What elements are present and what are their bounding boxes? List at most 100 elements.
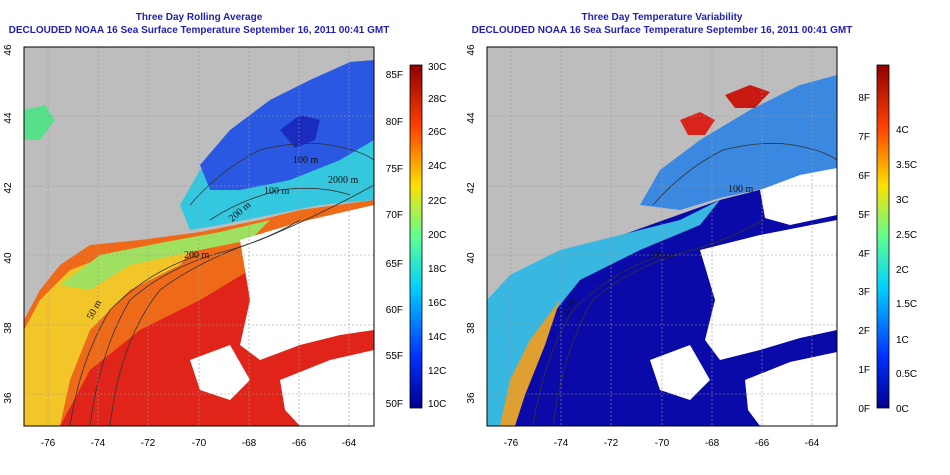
right-lat-40: 40 (466, 252, 477, 264)
right-lon-74: -74 (554, 438, 569, 449)
right-shelf-warm (500, 300, 560, 426)
left-contour-100m (189, 142, 374, 206)
left-contour-50m (69, 254, 201, 426)
right-cb-c-3: 3C (896, 195, 909, 206)
right-colorbar-gradient (876, 64, 890, 409)
left-cloud-gap-3 (280, 350, 374, 426)
left-cb-f-50: 50F (386, 399, 403, 410)
left-frame (23, 46, 375, 427)
left-cb-f-70: 70F (386, 210, 403, 221)
right-lat-44: 44 (466, 112, 477, 124)
left-title: Three Day Rolling Average (136, 12, 263, 23)
left-cb-c-28: 28C (428, 94, 446, 105)
right-cb-c-25: 2.5C (896, 230, 917, 241)
right-cloud-gap-4 (760, 168, 837, 225)
left-lon-64: -64 (342, 438, 357, 449)
left-cloud-gap-2 (190, 345, 250, 400)
right-cb-f-5: 5F (858, 210, 870, 221)
left-colorbar-gradient (409, 64, 423, 409)
left-lat-42: 42 (3, 182, 14, 194)
right-cb-c-0: 0C (896, 404, 909, 415)
left-contour-label-100m-b: 100 m (264, 186, 290, 197)
left-cb-c-24: 24C (428, 161, 446, 172)
right-lon-66: -66 (755, 438, 770, 449)
right-cb-c-15: 1.5C (896, 299, 917, 310)
right-cb-c-4: 4C (896, 125, 909, 136)
right-contour-label-100m: 100 m (728, 184, 754, 195)
right-title: Three Day Temperature Variability (582, 12, 743, 23)
right-cb-f-0: 0F (858, 404, 870, 415)
left-cb-c-18: 18C (428, 264, 446, 275)
left-ocean-yellow (24, 240, 200, 426)
right-lat-46: 46 (466, 44, 477, 56)
right-contour-50m (532, 254, 664, 426)
right-cb-c-35: 3.5C (896, 160, 917, 171)
right-contour-100m (652, 142, 837, 206)
left-contour-label-100m-a: 100 m (293, 155, 319, 166)
left-cb-f-65: 65F (386, 259, 403, 270)
left-cb-f-60: 60F (386, 305, 403, 316)
left-lat-40: 40 (3, 252, 14, 264)
right-cb-c-1: 1C (896, 335, 909, 346)
right-lon-64: -64 (805, 438, 820, 449)
left-contour-2000m (109, 184, 374, 426)
left-lat-44: 44 (3, 112, 14, 124)
left-map: Three Day Rolling Average DECLOUDED NOAA… (3, 12, 446, 449)
left-lon-66: -66 (292, 438, 307, 449)
left-lat-ticks: 36 38 40 42 44 46 (3, 44, 14, 404)
left-cb-c-12: 12C (428, 366, 446, 377)
right-cloud-gap (700, 220, 837, 360)
left-cloud-gap (240, 205, 374, 360)
left-coast-green (24, 105, 55, 140)
left-contour-label-200m-a: 200 m (184, 250, 210, 261)
right-cb-f-1: 1F (858, 365, 870, 376)
left-cb-f-55: 55F (386, 351, 403, 362)
right-contour-200m (552, 219, 764, 426)
left-cold-core (280, 115, 320, 148)
left-contour-label-2000m: 2000 m (328, 175, 359, 186)
left-cb-c-10: 10C (428, 399, 446, 410)
right-frame (486, 46, 838, 427)
left-lat-36: 36 (3, 392, 14, 404)
left-subtitle: DECLOUDED NOAA 16 Sea Surface Temperatur… (9, 25, 390, 36)
left-lon-72: -72 (141, 438, 156, 449)
right-cloud-gap-3 (745, 352, 837, 426)
right-cb-c-05: 0.5C (896, 369, 917, 380)
right-subtitle: DECLOUDED NOAA 16 Sea Surface Temperatur… (472, 25, 853, 36)
right-map: Three Day Temperature Variability DECLOU… (466, 12, 917, 449)
right-lon-ticks: -76 -74 -72 -70 -68 -66 -64 (504, 438, 820, 449)
left-colorbar: 50F 55F 60F 65F 70F 75F 80F 85F 10C 12C … (386, 62, 447, 410)
right-gulf-mid (640, 75, 837, 210)
left-cb-c-14: 14C (428, 332, 446, 343)
right-cb-f-7: 7F (858, 132, 870, 143)
right-cb-c-2: 2C (896, 265, 909, 276)
left-lat-38: 38 (3, 322, 14, 334)
left-cb-c-30: 30C (428, 62, 446, 73)
right-cb-f-4: 4F (858, 249, 870, 260)
right-lat-36: 36 (466, 392, 477, 404)
left-cb-c-16: 16C (428, 298, 446, 309)
right-colorbar: 0F 1F 2F 3F 4F 5F 6F 7F 8F 0C 0.5C 1C 1.… (858, 64, 917, 415)
left-cb-f-75: 75F (386, 164, 403, 175)
left-grid (24, 47, 374, 426)
left-lon-76: -76 (41, 438, 56, 449)
left-cb-f-80: 80F (386, 117, 403, 128)
left-lon-68: -68 (242, 438, 257, 449)
right-cloud-gap-2 (650, 345, 710, 400)
right-cb-f-6: 6F (858, 171, 870, 182)
right-contour-label-200m: 200 m (648, 250, 674, 261)
left-cb-c-26: 26C (428, 127, 446, 138)
right-gulf-high-2 (725, 85, 770, 108)
right-cb-f-8: 8F (858, 93, 870, 104)
left-lon-ticks: -76 -74 -72 -70 -68 -66 -64 (41, 438, 357, 449)
left-cb-f-85: 85F (386, 70, 403, 81)
left-contour-100m-2 (209, 187, 351, 221)
right-lon-76: -76 (504, 438, 519, 449)
right-lat-ticks: 36 38 40 42 44 46 (466, 44, 477, 404)
right-lon-70: -70 (655, 438, 670, 449)
right-cb-f-3: 3F (858, 287, 870, 298)
left-map-area (24, 47, 374, 426)
left-lon-74: -74 (91, 438, 106, 449)
right-cb-f-2: 2F (858, 326, 870, 337)
